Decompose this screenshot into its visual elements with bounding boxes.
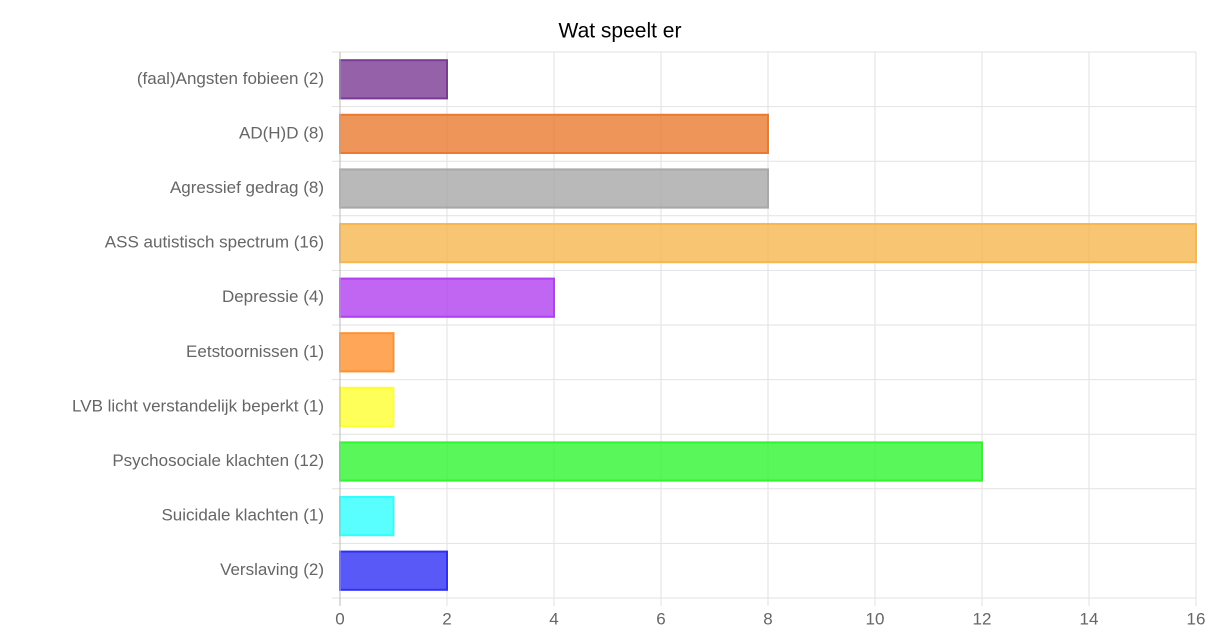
y-tick-label: Eetstoornissen (1) (186, 342, 324, 361)
y-tick-label: ASS autistisch spectrum (16) (105, 233, 324, 252)
bar (339, 332, 395, 373)
bar (339, 168, 769, 209)
y-tick-label: Suicidale klachten (1) (161, 506, 324, 525)
y-tick-label: AD(H)D (8) (239, 123, 324, 142)
x-tick-label: 2 (442, 609, 451, 628)
x-tick-label: 16 (1187, 609, 1206, 628)
bar (339, 550, 448, 591)
x-tick-label: 6 (656, 609, 665, 628)
x-tick-label: 0 (335, 609, 344, 628)
bar (339, 277, 555, 318)
bar (339, 495, 395, 537)
bar (339, 386, 395, 428)
chart-title: Wat speelt er (559, 20, 682, 43)
y-tick-label: Verslaving (2) (220, 560, 324, 579)
y-tick-label: LVB licht verstandelijk beperkt (1) (72, 396, 324, 415)
bar (339, 113, 769, 155)
y-tick-label: (faal)Angsten fobieen (2) (137, 69, 324, 88)
bar (339, 441, 983, 482)
x-tick-label: 4 (549, 609, 558, 628)
bar (339, 222, 1197, 264)
x-tick-label: 8 (763, 609, 772, 628)
y-tick-label: Depressie (4) (222, 287, 324, 306)
y-tick-label: Psychosociale klachten (12) (112, 451, 324, 470)
x-tick-label: 14 (1080, 609, 1099, 628)
x-tick-label: 12 (973, 609, 992, 628)
y-tick-label: Agressief gedrag (8) (170, 178, 324, 197)
bar (339, 59, 448, 100)
x-tick-label: 10 (866, 609, 885, 628)
